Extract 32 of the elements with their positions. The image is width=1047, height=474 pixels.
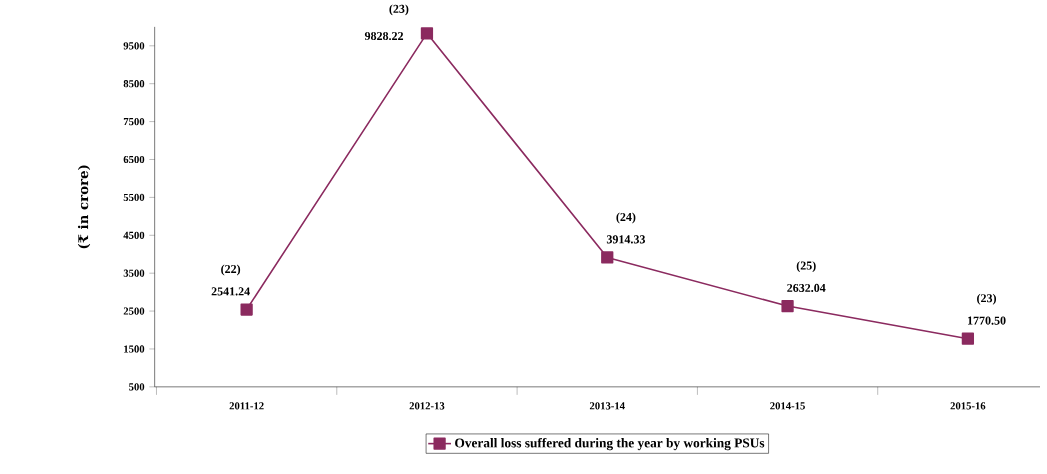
y-tick-label: 8500 xyxy=(123,80,145,88)
point xyxy=(601,251,614,264)
point xyxy=(420,27,434,40)
legend-label: Overall loss suffered during the year by working PSUs xyxy=(455,437,765,451)
point xyxy=(781,300,794,313)
y-tick-label: 500 xyxy=(129,383,145,391)
annotation: (25) xyxy=(796,261,816,273)
y-tick-label: 7500 xyxy=(123,118,145,126)
data-label: 2632.04 xyxy=(787,283,826,293)
data-label: 9828.22 xyxy=(364,32,404,41)
x-tick-label: 2014-15 xyxy=(770,402,805,410)
annotation: (22) xyxy=(221,264,241,276)
data-label: 2541.24 xyxy=(211,287,250,296)
x-tick-label: 2012-13 xyxy=(409,402,445,410)
y-axis-title: (₹ in crore) xyxy=(77,165,91,249)
y-tick-label: 5500 xyxy=(123,193,145,202)
y-tick-label: 6500 xyxy=(123,155,145,164)
point xyxy=(240,303,253,316)
y-tick-label: 1500 xyxy=(124,345,145,353)
x-tick-label: 2013-14 xyxy=(589,402,625,410)
annotation: (24) xyxy=(616,212,636,224)
x-tick-label: 2015-16 xyxy=(950,402,986,410)
y-tick-label: 9500 xyxy=(123,42,145,50)
annotation: (23) xyxy=(977,293,997,305)
x-tick-label: 2011-12 xyxy=(229,402,264,410)
y-tick-label: 4500 xyxy=(123,231,145,239)
annotation: (23) xyxy=(389,4,409,16)
data-label: 1770.50 xyxy=(968,316,1006,325)
y-tick-label: 2500 xyxy=(123,307,145,315)
point xyxy=(961,332,975,345)
y-tick-label: 3500 xyxy=(123,269,145,277)
data-label: 3914.33 xyxy=(606,235,645,244)
